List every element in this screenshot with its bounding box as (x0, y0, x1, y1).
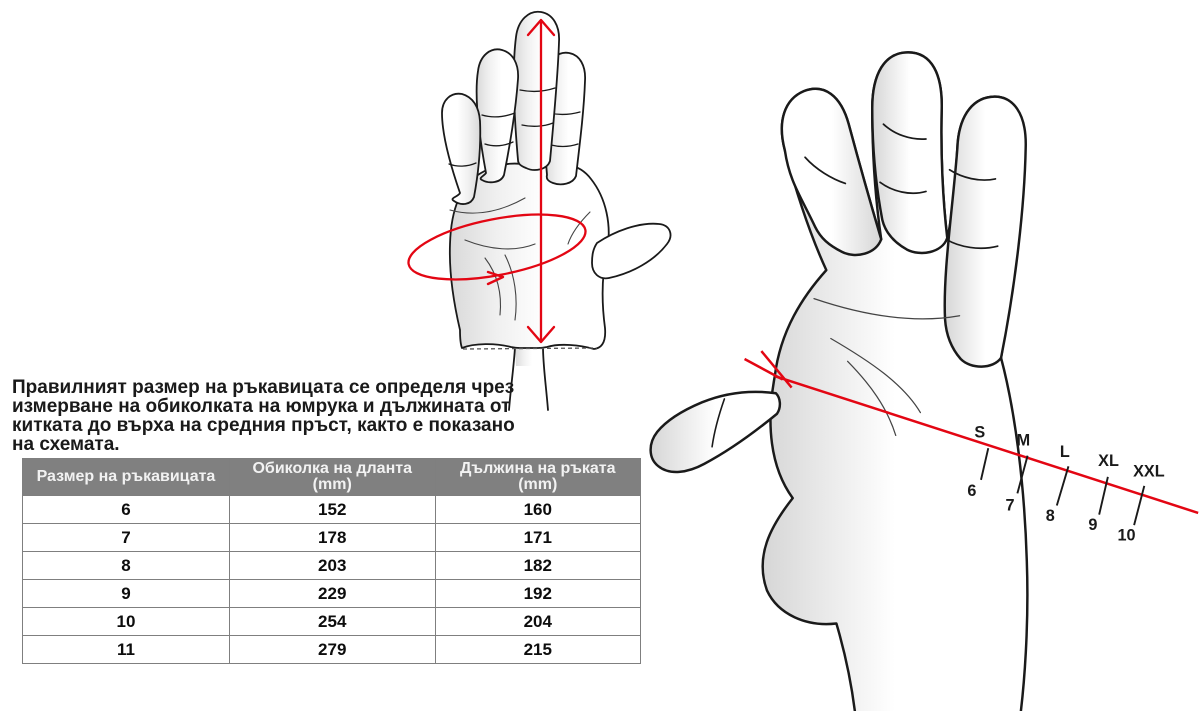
svg-text:10: 10 (1117, 526, 1135, 544)
svg-text:9: 9 (1088, 516, 1097, 534)
svg-text:L: L (1060, 443, 1070, 461)
svg-text:S: S (974, 424, 985, 442)
svg-text:7: 7 (1005, 497, 1014, 515)
svg-text:6: 6 (967, 482, 976, 500)
svg-text:8: 8 (1046, 507, 1055, 525)
svg-text:XL: XL (1098, 452, 1119, 470)
svg-text:M: M (1017, 432, 1031, 450)
svg-text:XXL: XXL (1133, 462, 1165, 480)
